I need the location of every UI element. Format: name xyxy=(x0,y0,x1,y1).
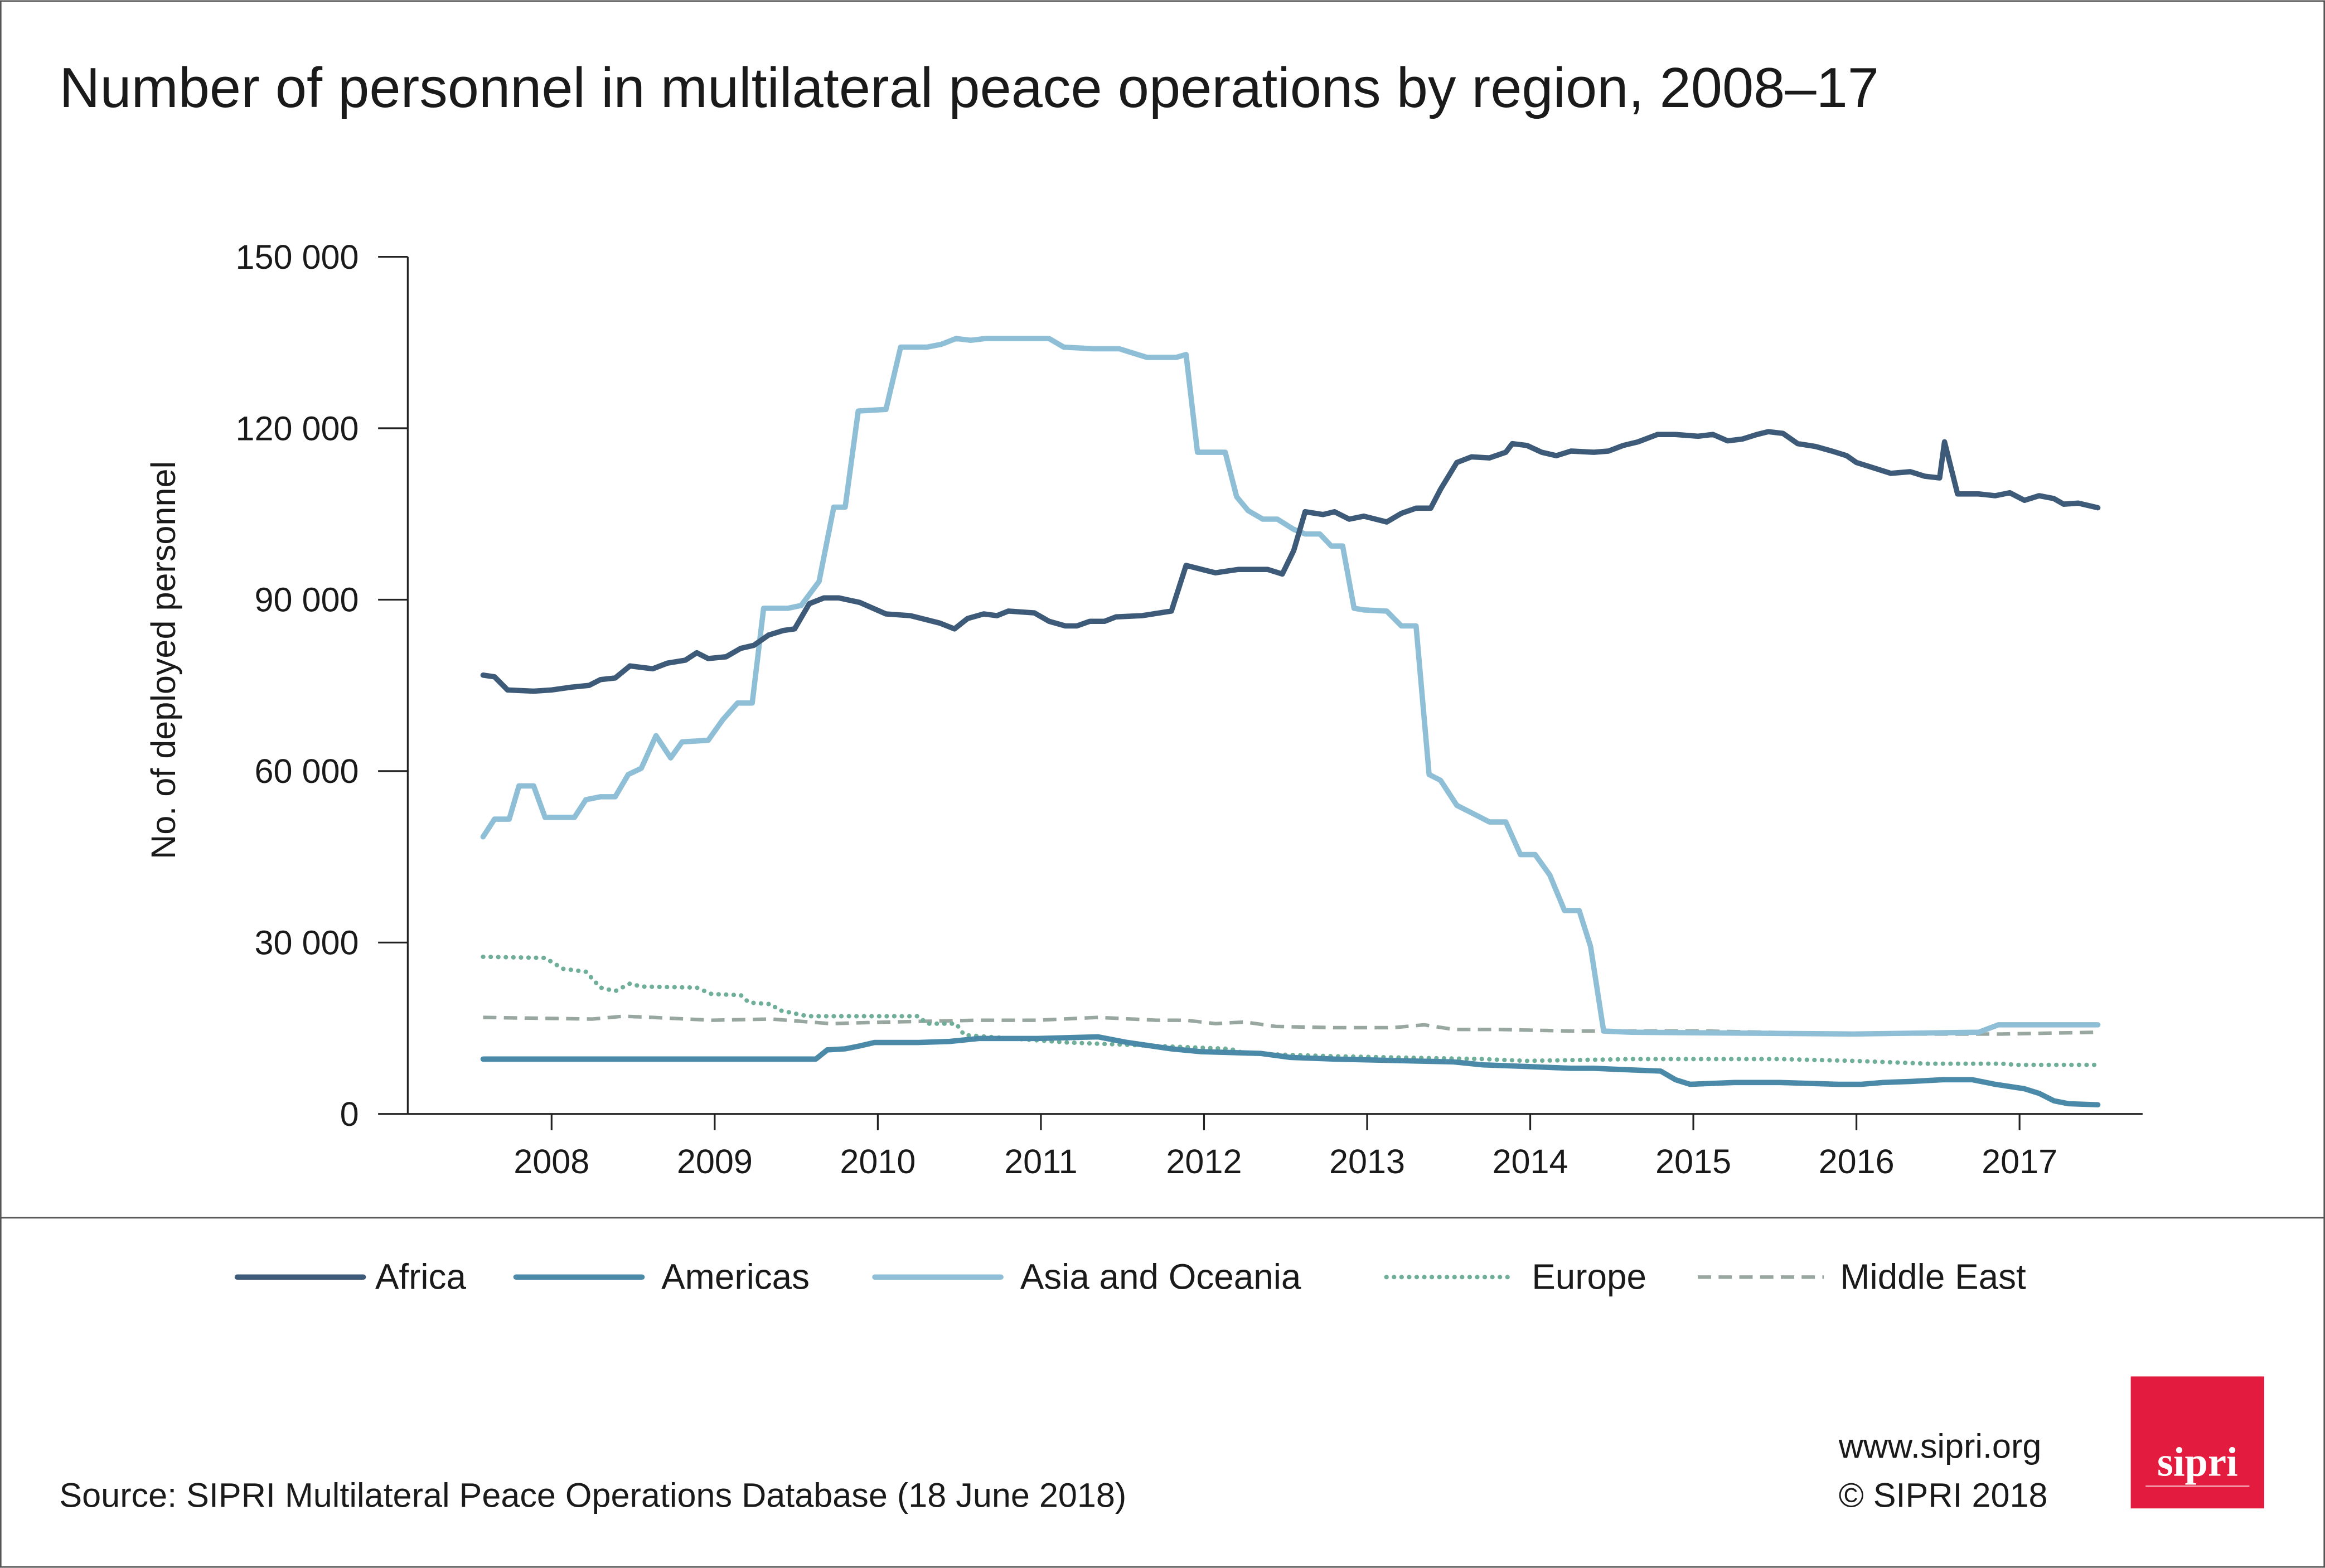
legend-item: Americas xyxy=(513,1257,810,1297)
x-tick-label: 2012 xyxy=(1166,1143,1242,1180)
legend-label: Middle East xyxy=(1840,1257,2026,1297)
x-tick-label: 2017 xyxy=(1982,1143,2057,1180)
legend-item: Europe xyxy=(1384,1257,1646,1297)
series-line-asia-and-oceania xyxy=(480,336,2101,1037)
x-tick-label: 2014 xyxy=(1493,1143,1568,1180)
copyright: © SIPRI 2018 xyxy=(1839,1476,2048,1514)
sipri-logo: sipri xyxy=(2130,1376,2264,1509)
y-tick-label: 120 000 xyxy=(236,409,359,447)
x-tick-label: 2011 xyxy=(1004,1143,1078,1180)
x-tick-label: 2008 xyxy=(514,1143,589,1180)
legend-label: Asia and Oceania xyxy=(1020,1257,1301,1297)
legend-item: Middle East xyxy=(1698,1257,2026,1297)
y-tick-label: 150 000 xyxy=(236,238,359,276)
y-tick-label: 0 xyxy=(340,1095,359,1133)
series-line-europe xyxy=(481,954,2100,1067)
y-tick-label: 90 000 xyxy=(255,581,359,619)
svg-text:sipri: sipri xyxy=(2157,1440,2238,1485)
x-tick-label: 2015 xyxy=(1655,1143,1731,1180)
x-tick-label: 2016 xyxy=(1819,1143,1895,1180)
legend-item: Asia and Oceania xyxy=(872,1257,1301,1297)
plot-lines xyxy=(480,336,2101,1108)
series-line-middle-east xyxy=(483,1014,2098,1036)
source-note: Source: SIPRI Multilateral Peace Operati… xyxy=(59,1476,1126,1514)
series-line-americas xyxy=(480,1034,2101,1108)
chart-title: Number of personnel in multilateral peac… xyxy=(59,57,1879,119)
legend-label: Americas xyxy=(661,1257,810,1297)
series-line-africa xyxy=(480,429,2101,694)
x-tick-label: 2013 xyxy=(1329,1143,1405,1180)
legend-label: Europe xyxy=(1532,1257,1646,1297)
y-axis-label: No. of deployed personnel xyxy=(144,461,182,859)
x-tick-label: 2010 xyxy=(840,1143,916,1180)
y-tick-label: 30 000 xyxy=(255,924,359,962)
legend-label: Africa xyxy=(375,1257,467,1297)
legend: Africa Americas Asia and Oceania Europe Midd… xyxy=(234,1257,2026,1297)
y-tick-label: 60 000 xyxy=(255,752,359,790)
x-tick-label: 2009 xyxy=(677,1143,753,1180)
axes: 0 30 000 60 000 90 000 120 000 150 000 2008 200… xyxy=(236,238,2143,1180)
website: www.sipri.org xyxy=(1838,1427,2042,1465)
legend-item: Africa xyxy=(234,1257,467,1297)
